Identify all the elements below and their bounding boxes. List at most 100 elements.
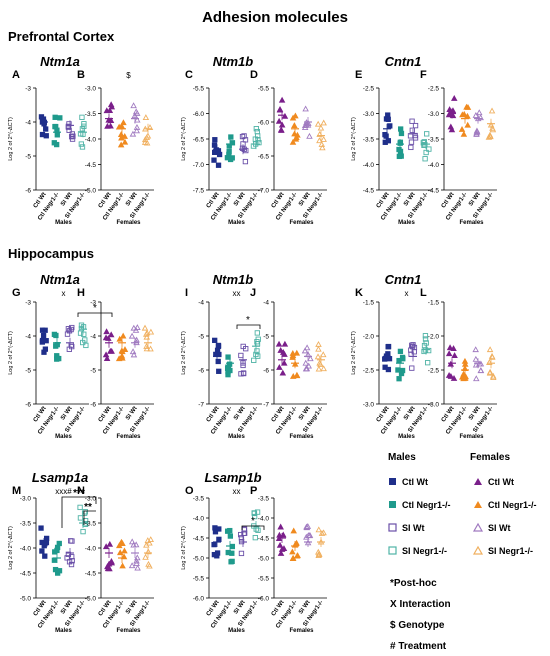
sig-G: * bbox=[77, 303, 113, 317]
data-point-O bbox=[242, 530, 248, 536]
data-point-E bbox=[424, 131, 430, 137]
figure-title: Adhesion molecules bbox=[202, 9, 348, 26]
data-point-H bbox=[132, 326, 140, 333]
data-point-D bbox=[301, 122, 309, 129]
y-tick-label-F: -3.0 bbox=[428, 111, 440, 118]
y-tick-label-K: -2.5 bbox=[363, 368, 375, 375]
sig-M: *** ** bbox=[61, 488, 97, 528]
data-point-I bbox=[212, 337, 218, 344]
group-label-G: Males bbox=[55, 434, 72, 440]
panel-gene-O: Lsamp1b bbox=[204, 470, 261, 485]
data-point-D bbox=[292, 112, 299, 119]
y-tick-label-B: -5.0 bbox=[85, 188, 97, 195]
data-point-H bbox=[129, 348, 137, 355]
y-tick-label-E: -3.5 bbox=[363, 137, 375, 144]
data-point-M bbox=[77, 504, 83, 511]
data-point-M bbox=[67, 538, 74, 544]
y-tick-label-O: -4.5 bbox=[193, 536, 205, 543]
group-label-J: Females bbox=[289, 434, 314, 440]
data-point-B bbox=[106, 107, 114, 113]
data-point-N bbox=[143, 541, 150, 548]
data-point-G bbox=[81, 331, 87, 337]
legend-swatch-m-ctl-negr1 bbox=[389, 501, 396, 508]
data-point-J bbox=[302, 359, 310, 366]
data-point-D bbox=[289, 138, 297, 145]
y-tick-label-E: -4.0 bbox=[363, 162, 375, 169]
data-point-B bbox=[107, 122, 114, 129]
data-point-D bbox=[281, 112, 289, 119]
panel-letter-B: B bbox=[77, 69, 85, 81]
legend-label-f-si-negr1: SI Negr1-/- bbox=[488, 546, 533, 556]
section-prefrontal: Prefrontal Cortex bbox=[8, 29, 115, 44]
data-point-L bbox=[472, 346, 479, 353]
data-point-H bbox=[147, 345, 154, 352]
data-point-G bbox=[78, 322, 85, 328]
data-point-P bbox=[277, 523, 284, 530]
y-tick-label-P: -3.5 bbox=[258, 496, 270, 503]
legend-label-m-si-wt: SI Wt bbox=[402, 523, 425, 533]
data-point-C bbox=[242, 137, 249, 143]
data-point-G bbox=[69, 343, 75, 350]
data-point-J bbox=[293, 371, 301, 378]
data-point-P bbox=[318, 530, 326, 536]
y-tick-label-M: -4.5 bbox=[20, 571, 32, 578]
group-label-L: Females bbox=[459, 434, 484, 440]
data-point-P bbox=[278, 545, 286, 552]
sig-I: * bbox=[236, 315, 261, 329]
sig-I-star: * bbox=[246, 315, 250, 326]
data-point-M bbox=[38, 525, 44, 531]
data-point-P bbox=[315, 550, 323, 557]
data-point-H bbox=[147, 328, 155, 335]
data-point-N bbox=[106, 540, 114, 547]
data-point-E bbox=[385, 112, 391, 118]
panel-letter-H: H bbox=[77, 287, 85, 299]
panel-letter-C: C bbox=[185, 69, 193, 81]
data-point-N bbox=[104, 565, 112, 572]
data-point-I bbox=[254, 330, 260, 336]
data-point-I bbox=[214, 347, 221, 353]
data-point-B bbox=[143, 134, 151, 141]
data-point-A bbox=[38, 114, 45, 120]
data-point-H bbox=[121, 346, 129, 352]
group-label-F: Females bbox=[459, 220, 484, 226]
panel-gene-E: Cntn1 bbox=[385, 54, 422, 69]
legend-note-posthoc: *Post-hoc bbox=[390, 578, 437, 589]
data-point-D bbox=[318, 140, 326, 147]
data-point-E bbox=[408, 144, 414, 151]
y-tick-label-P: -4.0 bbox=[258, 516, 270, 523]
data-point-G bbox=[53, 332, 59, 339]
y-tick-label-L: -2.0 bbox=[428, 334, 440, 341]
data-point-M bbox=[43, 535, 50, 542]
data-point-O bbox=[251, 510, 258, 517]
data-point-H bbox=[142, 330, 150, 337]
effect-mark-K: x bbox=[405, 289, 409, 298]
y-tick-label-D: -6.0 bbox=[258, 120, 270, 127]
data-point-L bbox=[489, 353, 496, 360]
data-point-J bbox=[315, 365, 323, 372]
y-tick-label-J: -5 bbox=[263, 334, 269, 341]
data-point-D bbox=[303, 121, 310, 128]
data-point-C bbox=[211, 142, 218, 148]
y-tick-label-P: -6.0 bbox=[258, 596, 270, 603]
data-point-J bbox=[315, 345, 322, 352]
data-point-B bbox=[133, 123, 141, 130]
sig-O: * bbox=[241, 516, 265, 530]
data-point-P bbox=[306, 532, 313, 539]
group-label-K: Males bbox=[398, 434, 415, 440]
effect-mark-O: xx bbox=[233, 487, 241, 496]
data-point-L bbox=[486, 346, 494, 353]
panel-gene-I: Ntm1b bbox=[213, 272, 254, 287]
data-point-N bbox=[102, 543, 110, 550]
data-point-L bbox=[477, 367, 485, 374]
data-point-F bbox=[488, 107, 496, 114]
y-tick-label-O: -5.0 bbox=[193, 556, 205, 563]
legend-label-f-ctl-negr1: Ctl Negr1-/- bbox=[488, 500, 537, 510]
y-label-E: Log 2 of 2^(-ΔCT) bbox=[351, 117, 357, 161]
y-label-C: Log 2 of 2^(-ΔCT) bbox=[181, 117, 187, 161]
legend-label-m-ctl-negr1: Ctl Negr1-/- bbox=[402, 500, 451, 510]
data-point-K bbox=[409, 365, 415, 371]
data-point-G bbox=[78, 325, 85, 332]
data-point-N bbox=[144, 537, 152, 543]
data-point-E bbox=[409, 118, 415, 124]
